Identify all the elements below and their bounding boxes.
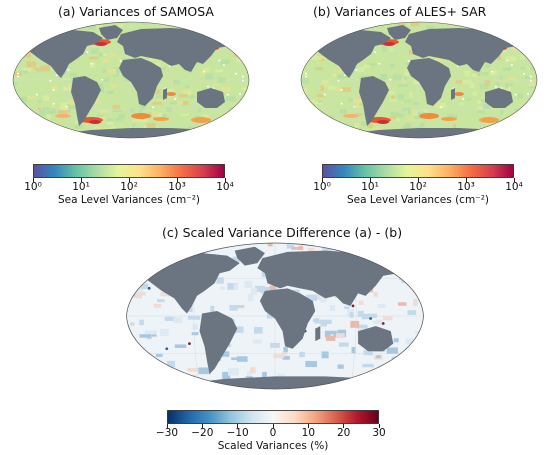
europe-asia-land — [257, 250, 406, 306]
colorbar-variance-b — [322, 164, 514, 178]
south-america-land — [71, 76, 101, 126]
difference-tick-label: −20 — [191, 427, 214, 439]
variance-a-tick-label: 10⁰ — [24, 181, 42, 193]
difference-tick-label: 20 — [336, 427, 351, 439]
south-america-land — [199, 310, 238, 374]
panel-b-title: (b) Variances of ALES+ SAR — [313, 4, 487, 19]
variance-b-tick-label: 10⁰ — [313, 181, 331, 193]
south-america-land — [359, 76, 389, 126]
variance-a-gradient — [33, 164, 225, 178]
difference-tick-mark — [237, 424, 239, 428]
colorbar-difference-label: Scaled Variances (%) — [217, 440, 329, 452]
variance-b-tick-mark — [369, 178, 371, 182]
variance-a-tick-mark — [176, 178, 178, 182]
variance-b-tick-mark — [417, 178, 419, 182]
variance-b-tick-label: 10⁴ — [505, 181, 523, 193]
north-america-land — [313, 30, 391, 78]
madagascar-land — [315, 326, 321, 342]
variance-a-tick-mark — [80, 178, 82, 182]
greenland-land — [387, 25, 411, 40]
greenland-land — [234, 246, 265, 266]
map-panel-c — [126, 242, 424, 390]
map-panel-a — [12, 21, 250, 139]
map-border — [12, 21, 250, 139]
difference-tick-mark — [166, 424, 168, 428]
madagascar-land — [163, 88, 167, 100]
variance-a-tick-mark — [32, 178, 34, 182]
difference-tick-mark — [201, 424, 203, 428]
variance-a-tick-label: 10³ — [168, 181, 186, 193]
greenland-land — [99, 25, 123, 40]
difference-tick-label: 0 — [269, 427, 277, 439]
difference-tick-mark — [307, 424, 309, 428]
africa-land — [119, 58, 163, 106]
map-border — [300, 21, 538, 139]
difference-gradient — [167, 410, 379, 424]
madagascar-land — [451, 88, 455, 100]
north-america-land — [141, 253, 240, 314]
variance-b-tick-mark — [513, 178, 515, 182]
north-america-land — [25, 30, 103, 78]
colorbar-difference — [167, 410, 379, 424]
variance-b-tick-mark — [465, 178, 467, 182]
variance-b-tick-label: 10² — [409, 181, 427, 193]
africa-land — [259, 288, 316, 349]
difference-tick-mark — [272, 424, 274, 428]
variance-a-tick-mark — [224, 178, 226, 182]
australia-land — [485, 88, 513, 108]
difference-tick-mark — [378, 424, 380, 428]
variance-b-gradient — [322, 164, 514, 178]
variance-b-tick-label: 10¹ — [361, 181, 379, 193]
difference-tick-label: −30 — [155, 427, 179, 439]
difference-tick-label: −10 — [226, 427, 249, 439]
difference-tick-label: 10 — [301, 427, 316, 439]
panel-a-title: (a) Variances of SAMOSA — [58, 4, 214, 19]
map-border — [126, 242, 424, 390]
difference-tick-mark — [343, 424, 345, 428]
variance-a-tick-label: 10⁴ — [216, 181, 234, 193]
variance-a-tick-label: 10¹ — [72, 181, 90, 193]
australia-land — [197, 88, 225, 108]
colorbar-variance-a-label: Sea Level Variances (cm⁻²) — [57, 194, 201, 206]
europe-asia-land — [117, 28, 235, 72]
colorbar-variance-b-label: Sea Level Variances (cm⁻²) — [346, 194, 490, 206]
variance-a-tick-mark — [128, 178, 130, 182]
colorbar-variance-a — [33, 164, 225, 178]
difference-tick-label: 30 — [372, 427, 386, 439]
map-panel-b — [300, 21, 538, 139]
europe-asia-land — [405, 28, 523, 72]
variance-a-tick-label: 10² — [120, 181, 138, 193]
variance-b-tick-mark — [321, 178, 323, 182]
variance-b-tick-label: 10³ — [457, 181, 475, 193]
australia-land — [358, 326, 394, 352]
africa-land — [407, 58, 451, 106]
panel-c-title: (c) Scaled Variance Difference (a) - (b) — [162, 225, 403, 240]
